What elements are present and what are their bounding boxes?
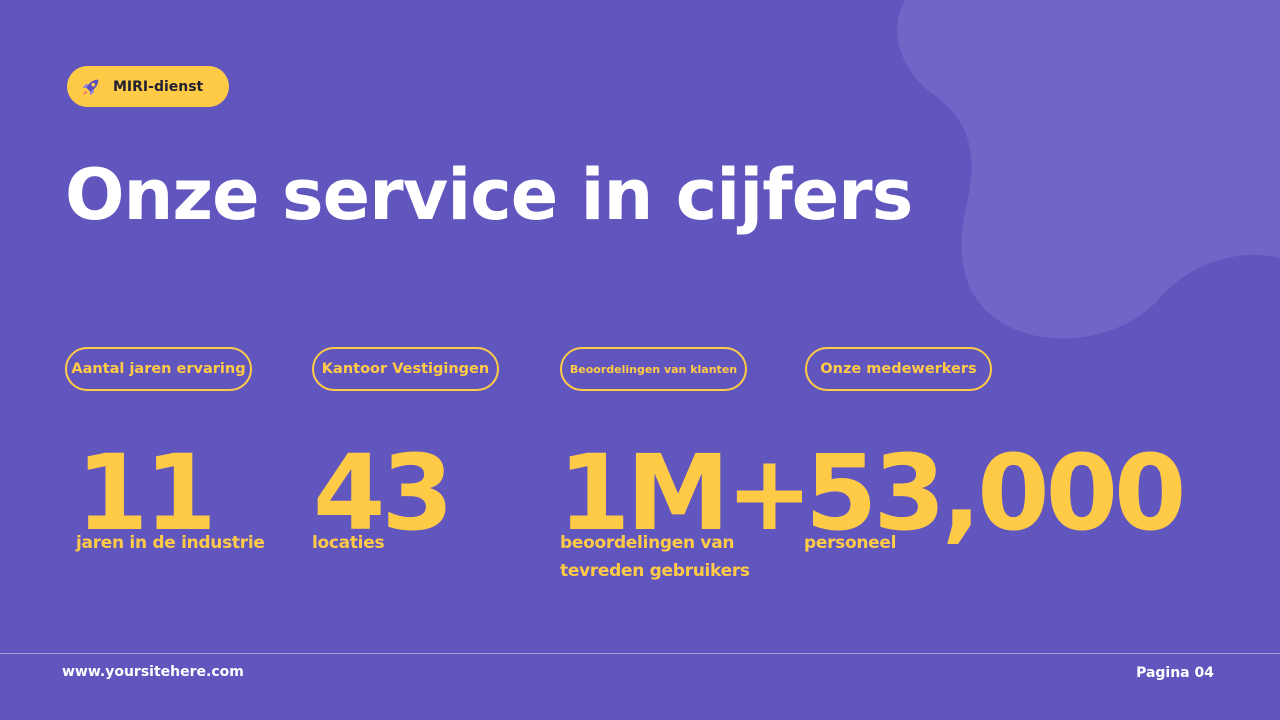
- footer-website: www.yoursitehere.com: [62, 664, 244, 680]
- stat-value-employees: 53,000: [805, 432, 1186, 554]
- stat-value-reviews: 1M+: [558, 432, 813, 554]
- stat-value-experience: 11: [76, 432, 217, 554]
- service-badge: MIRI-dienst: [67, 66, 229, 107]
- stat-value-offices: 43: [313, 432, 454, 554]
- stat-description-employees: personeel: [804, 533, 897, 553]
- stat-category-employees: Onze medewerkers: [805, 347, 992, 391]
- stat-category-experience: Aantal jaren ervaring: [65, 347, 252, 391]
- stat-description-experience: jaren in de industrie: [76, 533, 265, 553]
- stat-category-offices: Kantoor Vestigingen: [312, 347, 499, 391]
- badge-label: MIRI-dienst: [113, 78, 204, 95]
- stat-category-reviews: Beoordelingen van klanten: [560, 347, 747, 391]
- page-title: Onze service in cijfers: [65, 154, 913, 236]
- rocket-icon: [80, 76, 102, 98]
- footer-divider: [0, 653, 1280, 654]
- stat-description-offices: locaties: [312, 533, 385, 553]
- stat-description-reviews: beoordelingen van tevreden gebruikers: [560, 533, 750, 581]
- page-number: Pagina 04: [1136, 665, 1214, 681]
